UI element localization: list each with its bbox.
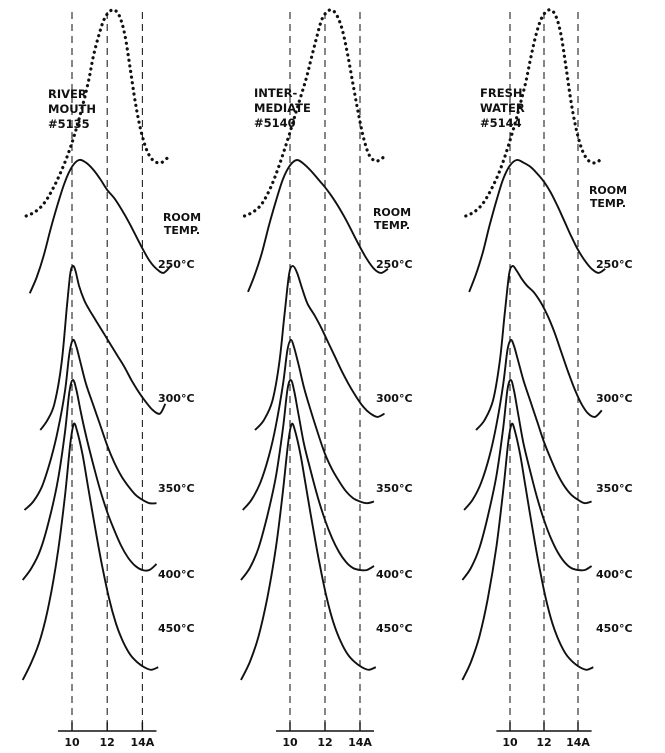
curve-450-c <box>461 422 594 681</box>
panel-title-line: MEDIATE <box>254 101 311 115</box>
series-label-250-c: 250°C <box>158 258 195 271</box>
panel-title-line: WATER <box>480 101 525 115</box>
x-tick-label: 10 <box>64 736 80 749</box>
x-tick-label: 10 <box>282 736 298 749</box>
x-tick-label: 14A <box>566 736 590 749</box>
series-label-room-temp: ROOM <box>589 184 627 197</box>
curve-350-c <box>23 338 157 511</box>
series-label-room-temp: TEMP. <box>590 197 626 210</box>
series-label-400-c: 400°C <box>376 568 413 581</box>
series-label-250-c: 250°C <box>596 258 633 271</box>
series-label-room-temp: ROOM <box>163 211 201 224</box>
series-label-room-temp: TEMP. <box>164 224 200 237</box>
curve-300-c <box>254 265 385 431</box>
panel-title-line: INTER- <box>254 86 297 100</box>
series-label-450-c: 450°C <box>376 622 413 635</box>
x-tick-label: 12 <box>317 736 332 749</box>
curve-room-temp <box>464 8 604 218</box>
series-label-300-c: 300°C <box>158 392 195 405</box>
series-label-300-c: 300°C <box>596 392 633 405</box>
panel-title-line: #5140 <box>254 116 296 130</box>
curve-300-c <box>39 264 167 431</box>
curve-450-c <box>21 422 159 681</box>
series-label-room-temp: ROOM <box>373 206 411 219</box>
panel-title-line: FRESH <box>480 86 522 100</box>
panel-title-line: RIVER <box>48 87 87 101</box>
curve-250-c <box>247 159 389 293</box>
series-label-300-c: 300°C <box>376 392 413 405</box>
panel-title-line: MOUTH <box>48 102 96 116</box>
curve-room-temp <box>242 8 387 218</box>
curve-250-c <box>28 158 172 294</box>
series-label-room-temp: TEMP. <box>374 219 410 232</box>
curve-400-c <box>240 379 375 581</box>
curve-400-c <box>21 379 158 581</box>
series-label-350-c: 350°C <box>596 482 633 495</box>
panel-title-line: #5135 <box>48 117 90 131</box>
x-tick-label: 14A <box>348 736 372 749</box>
series-label-350-c: 350°C <box>376 482 413 495</box>
curve-450-c <box>240 422 377 681</box>
series-label-400-c: 400°C <box>158 568 195 581</box>
series-label-250-c: 250°C <box>376 258 413 271</box>
series-label-450-c: 450°C <box>158 622 195 635</box>
panel-title-line: #5144 <box>480 116 522 130</box>
series-label-450-c: 450°C <box>596 622 633 635</box>
curve-250-c <box>468 158 606 293</box>
x-tick-label: 14A <box>130 736 154 749</box>
curve-350-c <box>242 339 375 511</box>
x-tick-label: 10 <box>502 736 518 749</box>
x-tick-label: 12 <box>100 736 115 749</box>
curve-400-c <box>461 379 593 581</box>
curve-300-c <box>475 265 603 431</box>
x-tick-label: 12 <box>536 736 551 749</box>
curve-350-c <box>463 339 592 511</box>
series-label-400-c: 400°C <box>596 568 633 581</box>
series-label-350-c: 350°C <box>158 482 195 495</box>
